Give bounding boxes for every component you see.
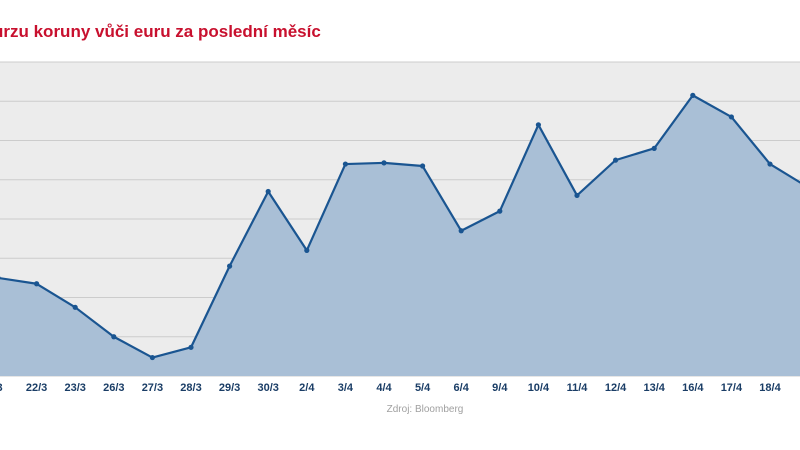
data-point: [304, 247, 310, 253]
data-point: [728, 114, 735, 120]
x-tick-label: 11/4: [567, 382, 589, 394]
data-point: [420, 163, 426, 169]
data-point: [497, 208, 503, 214]
data-point: [613, 157, 619, 163]
data-point: [72, 304, 78, 310]
data-point: [381, 160, 387, 166]
data-point: [574, 192, 580, 199]
source-note: Zdroj: Bloomberg: [386, 404, 464, 415]
x-tick-label: 16/4: [682, 382, 704, 394]
x-tick-label: 29/3: [219, 382, 240, 394]
data-point: [342, 161, 348, 167]
data-point: [0, 276, 1, 280]
data-point: [227, 263, 233, 269]
data-point: [34, 281, 40, 287]
x-tick-label: 6/4: [454, 382, 470, 394]
data-point: [690, 92, 696, 98]
x-tick-label: 9/4: [492, 382, 508, 394]
data-point: [111, 334, 117, 340]
data-point: [265, 188, 271, 195]
data-point: [651, 145, 657, 151]
data-point: [535, 122, 542, 128]
chart-title: urzu koruny vůči euru za poslední měsíc: [0, 22, 321, 41]
x-tick-label: 22/3: [26, 382, 47, 394]
x-tick-label: 23/3: [64, 382, 85, 394]
data-point: [767, 161, 773, 167]
x-tick-label: 30/3: [257, 382, 278, 394]
x-tick-label: 2/4: [299, 382, 315, 394]
x-tick-label: 5/4: [415, 382, 431, 394]
x-tick-label: 18/4: [759, 382, 781, 394]
data-point: [149, 354, 155, 361]
x-tick-label: 17/4: [721, 382, 743, 394]
x-tick-label: 3/4: [338, 382, 354, 394]
x-tick-label: /3: [0, 382, 3, 394]
data-point: [188, 344, 194, 350]
series-area: [0, 95, 800, 376]
x-tick-label: 26/3: [103, 382, 124, 394]
x-tick-label: 27/3: [142, 382, 163, 394]
x-tick-label: 28/3: [180, 382, 201, 394]
x-tick-label: 4/4: [376, 382, 392, 394]
x-tick-label: 13/4: [643, 382, 665, 394]
x-tick-label: 12/4: [605, 382, 627, 394]
data-point: [458, 228, 464, 234]
x-tick-label: 10/4: [528, 382, 550, 394]
series-line: [0, 94, 800, 359]
